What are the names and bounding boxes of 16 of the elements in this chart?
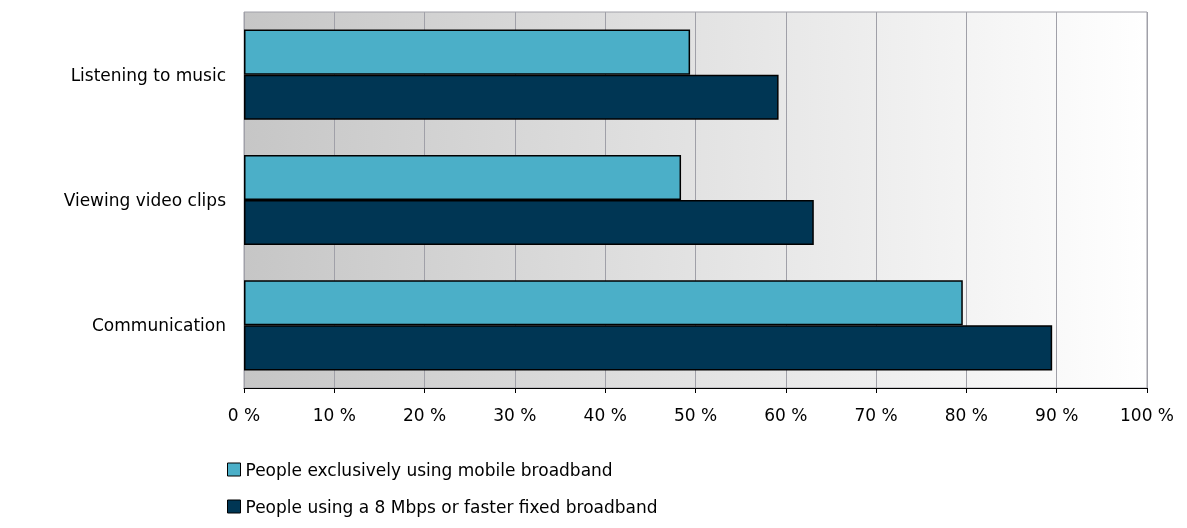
x-tick-label: 40 % [583, 404, 627, 425]
x-tick-label: 90 % [1035, 404, 1079, 425]
x-tick-label: 10 % [312, 404, 356, 425]
x-tick-label: 0 % [227, 404, 261, 425]
y-tick-label: Communication [92, 315, 226, 336]
x-tick-label: 60 % [764, 404, 808, 425]
x-tick-label: 20 % [403, 404, 447, 425]
x-tick-label: 80 % [944, 404, 988, 425]
x-tick-label: 30 % [493, 404, 537, 425]
x-tick-label: 50 % [673, 404, 718, 425]
x-tick-label: 100 % [1119, 404, 1175, 425]
legend-label: People exclusively using mobile broadband [245, 459, 613, 480]
y-tick-label: Listening to music [70, 64, 226, 85]
y-tick-label: Viewing video clips [63, 190, 227, 210]
x-tick-label: 70 % [854, 404, 898, 425]
legend-label: People using a 8 Mbps or faster fixed broadband [245, 496, 658, 517]
